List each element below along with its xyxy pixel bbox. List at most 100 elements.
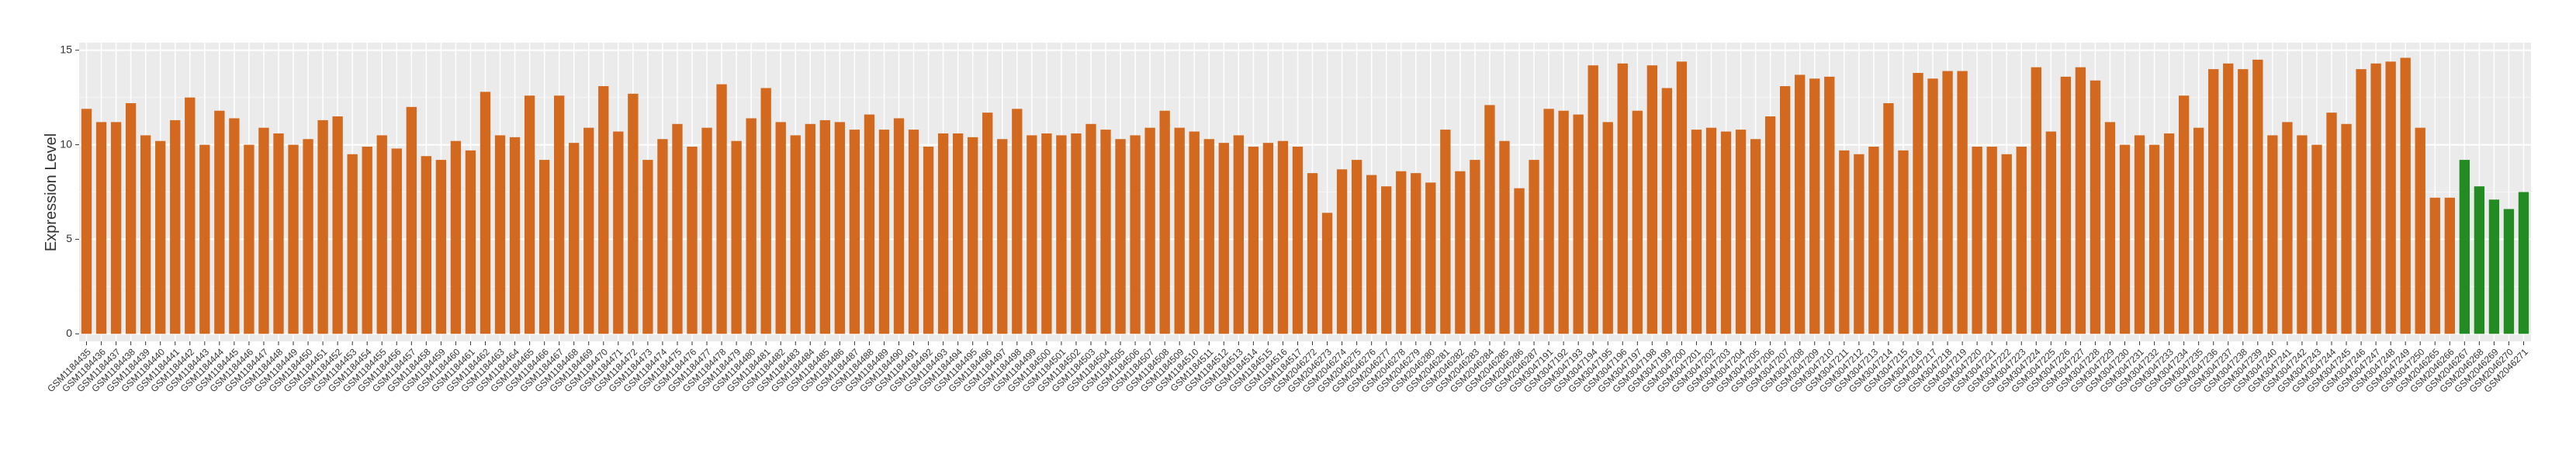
- bar: [450, 140, 462, 334]
- bar: [376, 135, 387, 334]
- bar: [2223, 63, 2234, 334]
- bar: [1705, 127, 1717, 334]
- bar: [628, 93, 639, 334]
- bar: [716, 84, 727, 334]
- bar: [2148, 144, 2160, 334]
- bar: [952, 133, 964, 334]
- bar: [672, 123, 683, 334]
- bar: [1809, 78, 1820, 334]
- bar: [849, 130, 860, 334]
- bar: [1012, 109, 1023, 334]
- bar: [1440, 130, 1451, 334]
- bar: [435, 160, 447, 334]
- bar: [2370, 63, 2381, 334]
- bar: [421, 156, 432, 334]
- bar: [1455, 171, 1466, 334]
- bar: [81, 109, 92, 334]
- bar: [1071, 133, 1082, 334]
- bar: [834, 122, 846, 334]
- bar: [185, 97, 196, 334]
- bar: [775, 122, 786, 334]
- bar: [790, 135, 801, 334]
- bar: [1159, 110, 1170, 334]
- bar: [819, 119, 830, 334]
- bar: [657, 139, 668, 334]
- bar: [2488, 199, 2500, 334]
- bar: [2297, 135, 2308, 334]
- bar: [1691, 130, 1702, 334]
- bar: [214, 110, 225, 334]
- bar: [1248, 147, 1259, 334]
- bar: [1130, 135, 1141, 334]
- bar: [2267, 135, 2278, 334]
- bar: [1056, 135, 1067, 334]
- bar: [1203, 139, 1214, 334]
- bar: [2341, 123, 2352, 334]
- bar: [1676, 61, 1688, 334]
- bar: [1277, 140, 1289, 334]
- bar: [760, 88, 771, 334]
- bar: [229, 118, 240, 334]
- bar: [2429, 197, 2440, 334]
- bar: [1587, 65, 1598, 334]
- bar: [1839, 150, 1850, 334]
- bar: [982, 112, 993, 334]
- bar: [170, 119, 181, 334]
- bar: [893, 118, 905, 334]
- bar: [2518, 192, 2529, 334]
- bar: [2104, 122, 2116, 334]
- bar: [1218, 143, 1229, 334]
- bar: [406, 106, 417, 334]
- bar: [1602, 122, 1613, 334]
- bar: [1927, 78, 1938, 334]
- bar: [1868, 147, 1879, 334]
- bar: [1484, 105, 1495, 334]
- bar: [95, 122, 107, 334]
- bar: [2444, 197, 2455, 334]
- bar: [1262, 143, 1274, 334]
- bar: [746, 118, 757, 334]
- bar: [288, 144, 299, 334]
- bar: [2134, 135, 2145, 334]
- bar: [2503, 209, 2515, 334]
- bar: [1307, 173, 1318, 334]
- bar: [613, 131, 624, 334]
- bar: [569, 143, 580, 334]
- bar: [1543, 109, 1554, 334]
- bar: [1854, 154, 1864, 334]
- bar: [1144, 127, 1155, 334]
- bar: [1898, 150, 1909, 334]
- bar: [2031, 67, 2041, 334]
- bar: [997, 139, 1008, 334]
- bar: [1764, 116, 1776, 334]
- bar: [2045, 131, 2056, 334]
- bar: [937, 133, 949, 334]
- bar: [1795, 74, 1806, 334]
- bar: [1735, 130, 1747, 334]
- bar: [864, 114, 875, 334]
- bar: [2252, 59, 2263, 334]
- bar: [538, 160, 550, 334]
- bar: [2385, 61, 2396, 334]
- bar: [244, 144, 254, 334]
- bar: [2415, 127, 2425, 334]
- bar: [1351, 160, 1362, 334]
- bar: [1470, 160, 1480, 334]
- bar: [554, 95, 565, 334]
- bar: [2090, 80, 2101, 334]
- bar: [1750, 139, 1761, 334]
- bar: [1661, 88, 1673, 334]
- bar: [1381, 186, 1392, 334]
- bar: [1824, 76, 1835, 334]
- bar: [2238, 69, 2249, 334]
- bar: [923, 147, 934, 334]
- bar: [1883, 102, 1894, 334]
- bar: [878, 130, 890, 334]
- bar: [1336, 169, 1348, 334]
- y-axis-title: Expression Level: [43, 133, 60, 251]
- bar: [509, 137, 521, 334]
- bar: [1617, 63, 1628, 334]
- y-tick-label: 10: [60, 137, 72, 150]
